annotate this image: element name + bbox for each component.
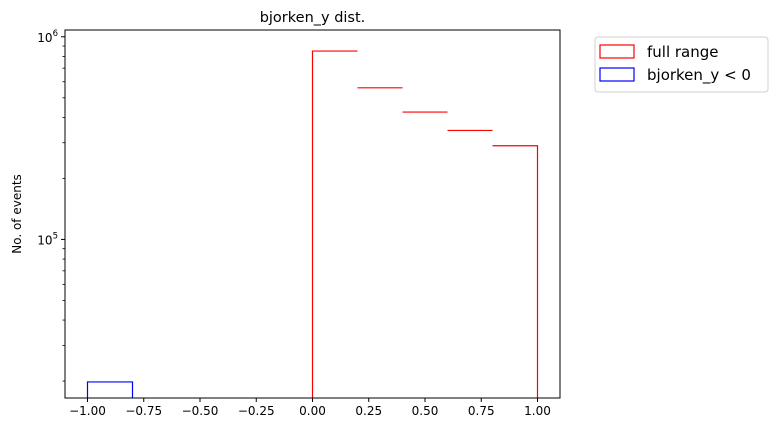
legend: full range bjorken_y < 0 bbox=[594, 36, 769, 93]
legend-label: full range bbox=[647, 43, 719, 61]
legend-box bbox=[594, 36, 769, 93]
legend-swatch bbox=[599, 44, 635, 59]
y-axis-label: No. of events bbox=[10, 174, 24, 254]
x-axis: −1.00 −0.75 −0.50 −0.25 0.00 0.25 0.50 0.75 1.00 bbox=[69, 398, 551, 418]
x-tick-label: −0.25 bbox=[238, 404, 275, 418]
x-tick-label: 0.50 bbox=[412, 404, 439, 418]
histogram-bin bbox=[86, 381, 134, 398]
histogram-bin bbox=[492, 145, 539, 398]
histogram-bars bbox=[86, 50, 539, 398]
x-tick-label: 0.00 bbox=[299, 404, 326, 418]
series-0 bbox=[311, 50, 539, 398]
x-tick-label: −1.00 bbox=[69, 404, 106, 418]
x-tick-label: 1.00 bbox=[524, 404, 551, 418]
x-tick-label: −0.75 bbox=[125, 404, 162, 418]
histogram-bin bbox=[311, 50, 358, 398]
legend-swatch bbox=[599, 67, 635, 82]
x-tick-label: 0.25 bbox=[355, 404, 382, 418]
series-1 bbox=[86, 381, 134, 398]
chart-title: bjorken_y dist. bbox=[260, 10, 366, 26]
legend-label: bjorken_y < 0 bbox=[647, 66, 751, 85]
x-tick-label: −0.50 bbox=[182, 404, 219, 418]
x-tick-label: 0.75 bbox=[468, 404, 495, 418]
